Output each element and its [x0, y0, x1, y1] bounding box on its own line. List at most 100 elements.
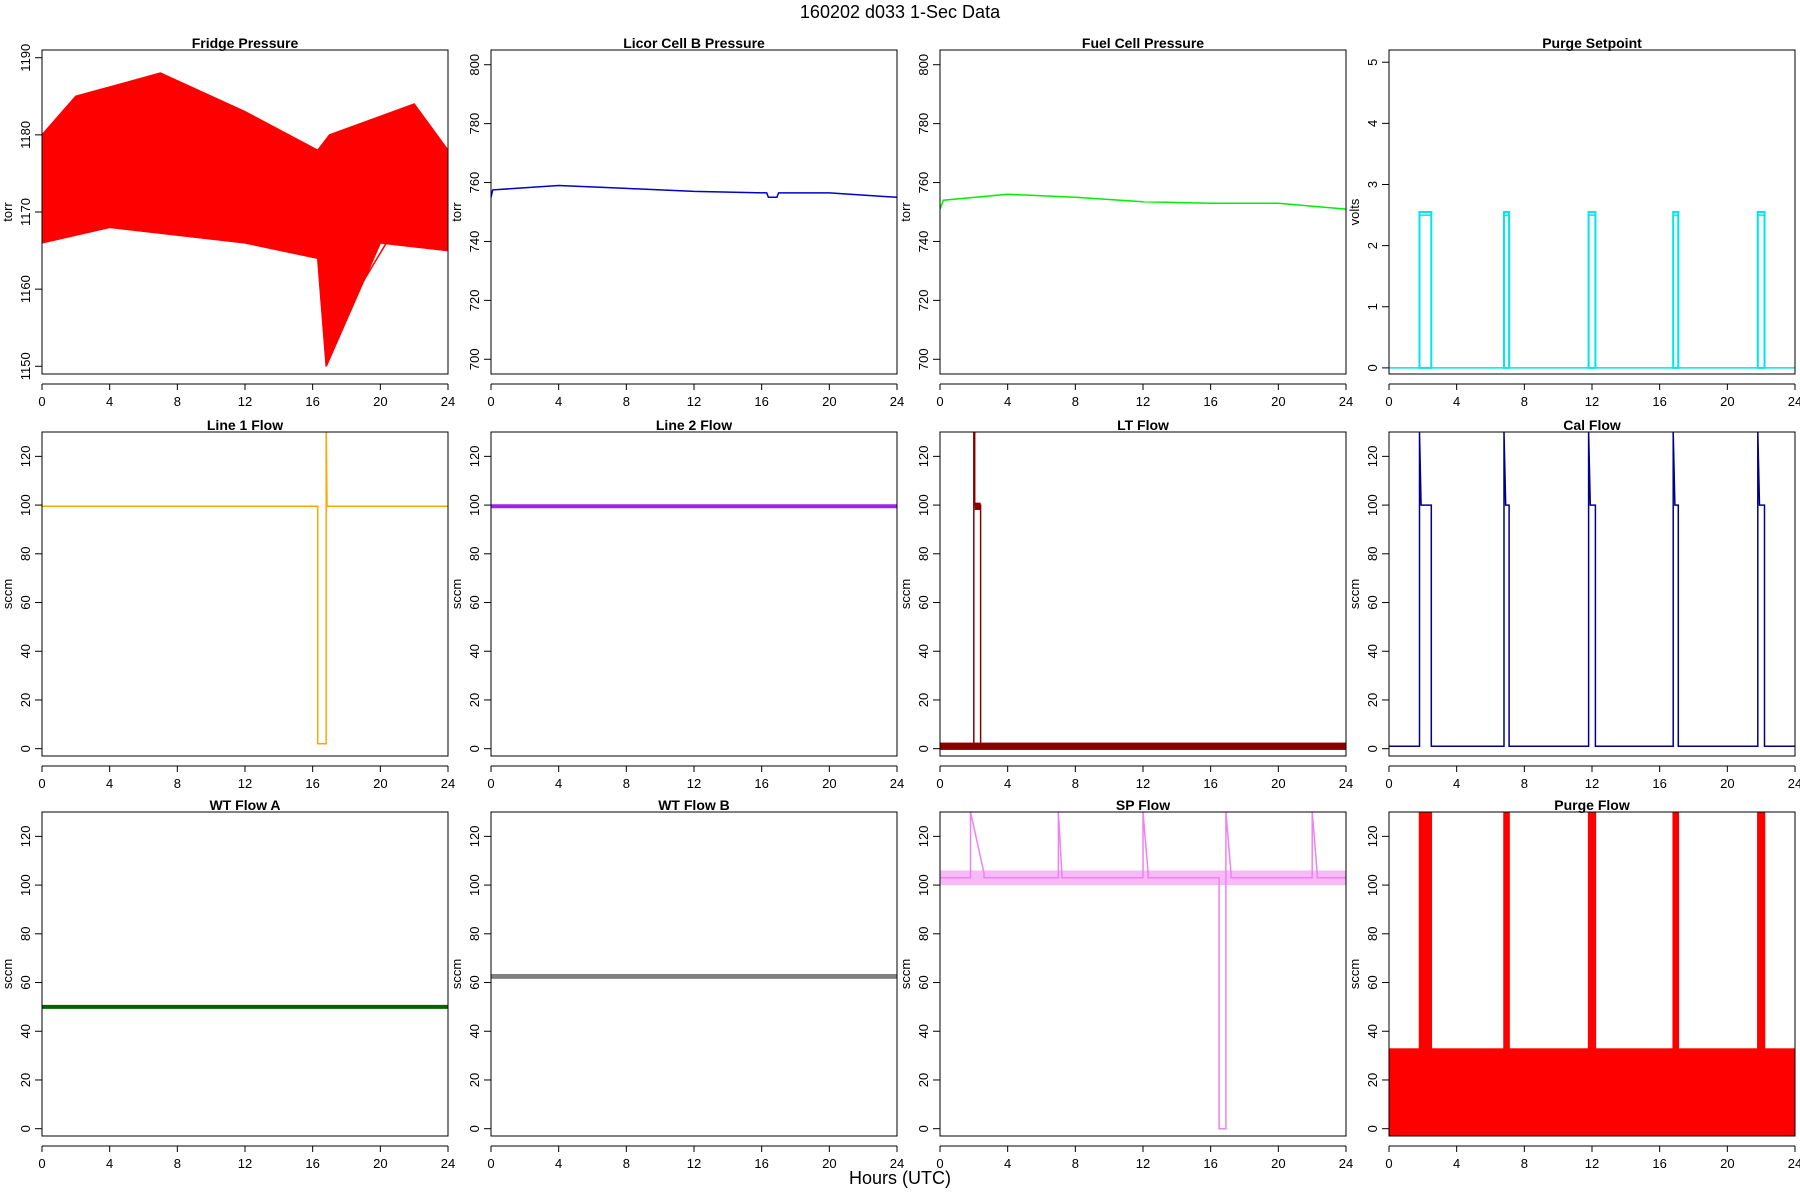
x-tick-label: 20 [373, 1156, 387, 1171]
y-axis-label: sccm [1347, 579, 1362, 609]
x-tick-label: 20 [822, 1156, 836, 1171]
y-tick-label: 720 [916, 290, 931, 312]
chart-title: Line 2 Flow [656, 417, 732, 433]
y-tick-label: 40 [467, 644, 482, 658]
x-tick-label: 4 [1004, 394, 1011, 409]
y-axis-label: sccm [449, 959, 464, 989]
x-tick-label: 24 [1788, 1156, 1800, 1171]
y-tick-label: 20 [1365, 693, 1380, 707]
noise-band [1419, 812, 1432, 1136]
y-tick-label: 4 [1365, 120, 1380, 127]
x-tick-label: 0 [936, 776, 943, 791]
y-axis-label: volts [1347, 198, 1362, 225]
x-tick-label: 16 [1652, 776, 1666, 791]
y-axis-label: sccm [449, 579, 464, 609]
x-tick-label: 8 [1072, 776, 1079, 791]
series-line-2 [42, 226, 448, 367]
y-tick-label: 1170 [18, 198, 33, 226]
y-tick-label: 760 [467, 172, 482, 194]
series-group [1389, 432, 1795, 748]
y-tick-label: 80 [18, 547, 33, 561]
y-tick-label: 0 [467, 1125, 482, 1132]
series-group [42, 72, 448, 367]
y-tick-label: 3 [1365, 181, 1380, 188]
chart-panel-2: Licor Cell B Pressure torr 700 720 740 760 780… [449, 35, 904, 409]
series-group [1389, 211, 1795, 369]
x-tick-label: 4 [106, 776, 113, 791]
x-tick-label: 12 [687, 394, 701, 409]
y-tick-label: 100 [1365, 874, 1380, 896]
x-tick-label: 8 [1521, 776, 1528, 791]
y-tick-label: 60 [1365, 595, 1380, 609]
x-tick-label: 24 [1788, 776, 1800, 791]
chart-title: SP Flow [1116, 797, 1170, 813]
y-tick-label: 80 [467, 927, 482, 941]
x-tick-label: 4 [106, 1156, 113, 1171]
x-tick-label: 8 [1072, 394, 1079, 409]
x-tick-label: 16 [305, 394, 319, 409]
chart-title: LT Flow [1117, 417, 1169, 433]
x-tick-label: 8 [174, 394, 181, 409]
plot-frame [1388, 49, 1796, 375]
y-tick-label: 100 [467, 874, 482, 896]
x-tick-label: 4 [1453, 394, 1460, 409]
plot-frame [1388, 431, 1796, 757]
plot-frame [939, 431, 1347, 757]
x-tick-label: 8 [174, 776, 181, 791]
chart-title: Cal Flow [1563, 417, 1621, 433]
x-tick-label: 12 [1136, 776, 1150, 791]
chart-title: Purge Flow [1554, 797, 1630, 813]
x-tick-label: 12 [238, 1156, 252, 1171]
chart-panel-8: Cal Flow sccm 0 20 40 60 80 100 120 0 4 8 12 16 20 24 [1347, 417, 1800, 791]
chart-panel-1: Fridge Pressure torr 1150 1160 1170 1180 1190 0… [0, 35, 455, 409]
x-tick-label: 16 [1203, 394, 1217, 409]
chart-panel-10: WT Flow B sccm 0 20 40 60 80 100 120 0 4 8 12 16 20 24 [449, 797, 904, 1171]
chart-panel-9: WT Flow A sccm 0 20 40 60 80 100 120 0 4 8 12 16 20 24 [0, 797, 455, 1171]
x-tick-label: 12 [238, 776, 252, 791]
y-axis-label: torr [898, 202, 913, 222]
noise-band [974, 502, 981, 510]
y-tick-label: 100 [1365, 494, 1380, 516]
chart-panel-12: Purge Flow sccm 0 20 40 60 80 100 120 0 4 8 12 16 20 24 [1347, 797, 1800, 1171]
x-tick-label: 16 [754, 1156, 768, 1171]
x-tick-label: 12 [1136, 1156, 1150, 1171]
series-line-1 [940, 432, 1346, 748]
y-tick-label: 100 [467, 494, 482, 516]
y-tick-label: 120 [18, 446, 33, 468]
x-tick-label: 16 [1203, 776, 1217, 791]
x-tick-label: 4 [555, 776, 562, 791]
plot-frame [939, 811, 1347, 1137]
y-tick-label: 1 [1365, 303, 1380, 310]
y-tick-label: 60 [467, 595, 482, 609]
y-tick-label: 40 [1365, 644, 1380, 658]
y-tick-label: 120 [1365, 826, 1380, 848]
chart-panel-3: Fuel Cell Pressure torr 700 720 740 760 780 800… [898, 35, 1353, 409]
series-group [940, 812, 1346, 1130]
y-tick-label: 60 [18, 975, 33, 989]
y-tick-label: 80 [467, 547, 482, 561]
y-tick-label: 700 [916, 348, 931, 370]
x-tick-label: 24 [890, 394, 904, 409]
x-tick-label: 16 [305, 776, 319, 791]
y-tick-label: 40 [916, 1024, 931, 1038]
series-line-1 [1389, 214, 1795, 369]
y-tick-label: 720 [467, 290, 482, 312]
y-axis-label: torr [449, 202, 464, 222]
series-group [940, 193, 1346, 210]
x-tick-label: 0 [1385, 394, 1392, 409]
x-tick-label: 4 [1004, 1156, 1011, 1171]
x-tick-label: 20 [1720, 394, 1734, 409]
series-group [940, 432, 1346, 750]
y-tick-label: 100 [916, 494, 931, 516]
y-tick-label: 80 [916, 547, 931, 561]
y-tick-label: 20 [467, 1073, 482, 1087]
x-tick-label: 12 [687, 776, 701, 791]
x-tick-label: 0 [38, 394, 45, 409]
y-tick-label: 1180 [18, 121, 33, 149]
y-tick-label: 0 [916, 1125, 931, 1132]
chart-title: Licor Cell B Pressure [623, 35, 765, 51]
figure-title: 160202 d033 1-Sec Data [799, 2, 1001, 22]
x-tick-label: 16 [754, 394, 768, 409]
series-group [491, 974, 897, 979]
